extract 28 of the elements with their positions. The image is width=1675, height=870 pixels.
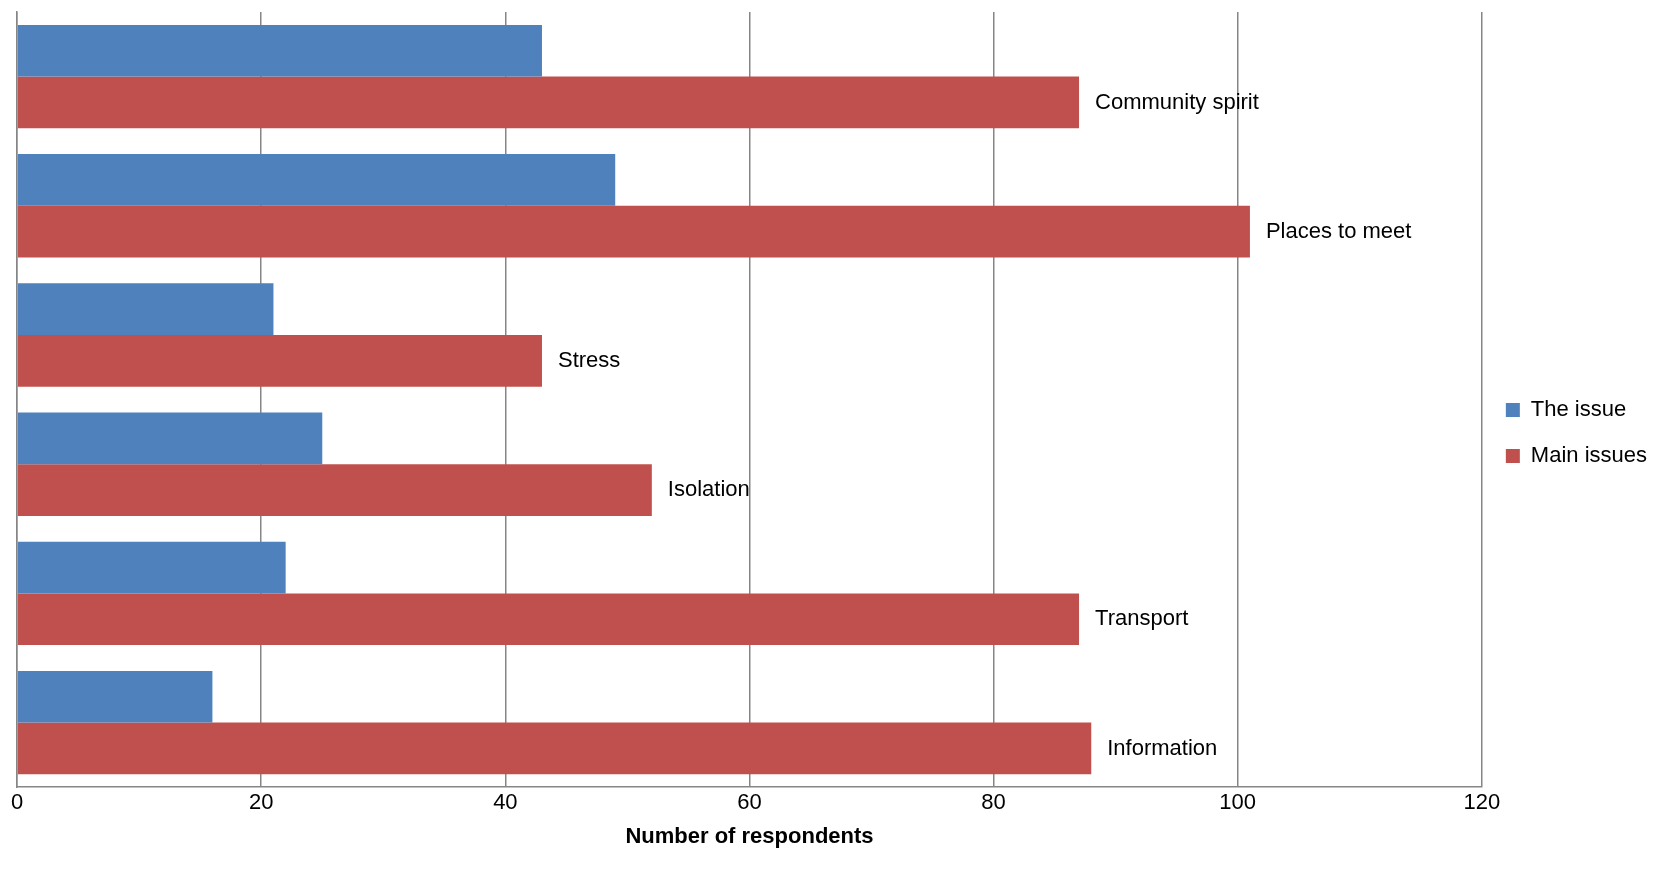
x-tick-label: 100	[1219, 789, 1257, 815]
y-tick-label: Isolation	[667, 476, 750, 502]
bar	[17, 722, 1092, 775]
legend-label: The issue	[1530, 396, 1627, 422]
x-tick-label: 0	[10, 789, 24, 815]
x-tick-label: 80	[981, 789, 1006, 815]
bar	[17, 412, 323, 465]
y-tick-label: Information	[1107, 734, 1218, 760]
y-tick-label: Transport	[1095, 605, 1189, 631]
bar	[17, 76, 1080, 129]
x-tick-label: 120	[1463, 789, 1501, 815]
y-tick-label: Community spirit	[1095, 88, 1259, 114]
bar	[17, 154, 616, 206]
bar	[17, 205, 1250, 258]
x-tick-label: 40	[493, 789, 518, 815]
bar	[17, 464, 652, 516]
legend-label: Main issues	[1530, 442, 1647, 468]
bar	[17, 24, 542, 77]
x-tick-label: 60	[737, 789, 762, 815]
y-tick-label: Places to meet	[1265, 217, 1412, 243]
y-tick-label: Stress	[557, 346, 621, 372]
x-axis-title: Number of respondents	[625, 822, 874, 848]
bar	[17, 283, 274, 335]
x-tick-label: 20	[249, 789, 274, 815]
bar	[17, 541, 286, 594]
bar	[17, 335, 542, 387]
bar	[17, 670, 213, 723]
bar	[17, 593, 1080, 646]
